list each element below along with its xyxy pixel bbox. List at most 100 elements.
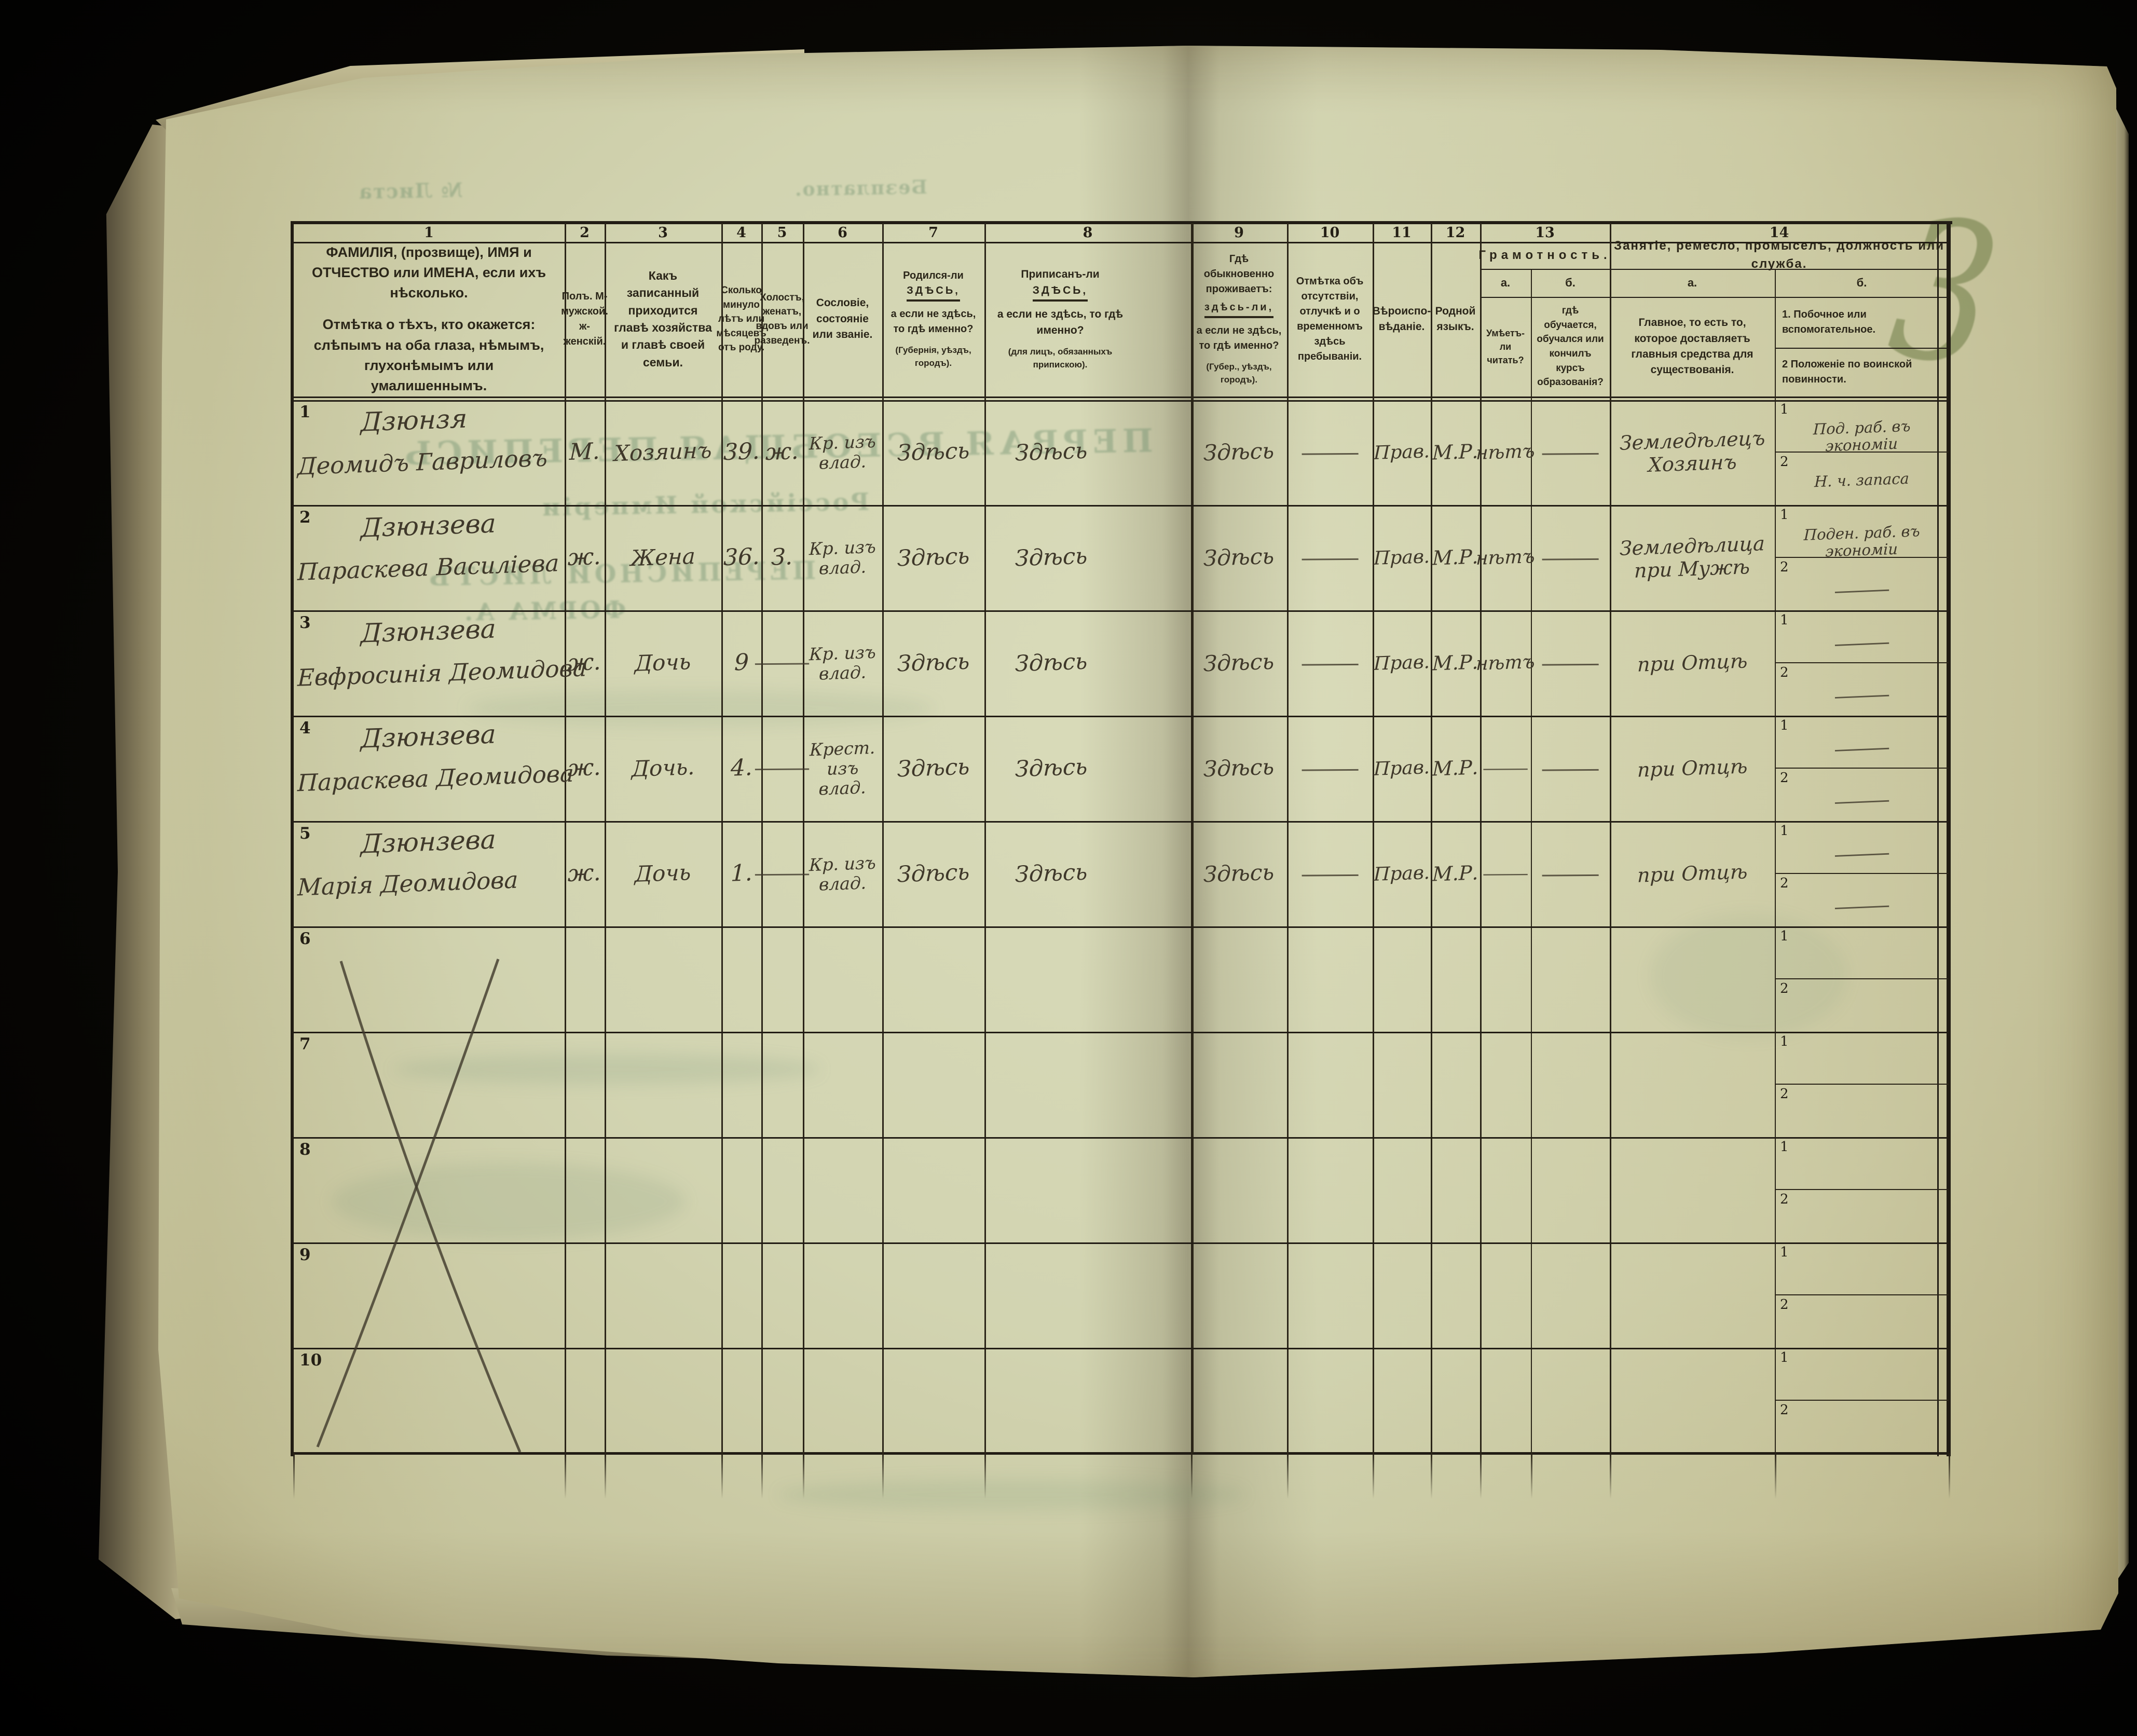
hw-side-occupation: — bbox=[1831, 839, 1892, 868]
row-line bbox=[293, 505, 1949, 507]
hw-entry: 36. bbox=[723, 543, 760, 571]
hw-entry: Здѣсь bbox=[1203, 543, 1275, 571]
cell-side-occupation-2: 2— bbox=[1775, 768, 1949, 821]
rule-under-numbers bbox=[293, 242, 1949, 243]
column-number: 4 bbox=[736, 224, 746, 241]
header-relation: Какъ записанный приходится главѣ хозяйст… bbox=[614, 268, 712, 369]
cell-sex: М. bbox=[565, 400, 605, 505]
cell-read: нѣтъ bbox=[1476, 505, 1535, 610]
header-residence-post: а если не здѣсь, то гдѣ именно? bbox=[1196, 325, 1282, 352]
cell-edu: — bbox=[1531, 505, 1610, 610]
cell-reg: Здѣсь bbox=[984, 505, 1191, 610]
header-occupation-a-label: а. bbox=[1687, 276, 1697, 290]
hw-entry: Здѣсь bbox=[1015, 754, 1088, 783]
hw-entry: ж. bbox=[568, 543, 601, 571]
cell-rel: Жена bbox=[605, 505, 721, 610]
column-line bbox=[1480, 223, 1482, 1453]
hw-entry: Здѣсь bbox=[1015, 859, 1088, 888]
cell-read: — bbox=[1480, 716, 1531, 821]
cell-sex: ж. bbox=[565, 821, 605, 926]
hw-entry: Здѣсь bbox=[1203, 648, 1275, 677]
hw-side-occupation: — bbox=[1831, 733, 1892, 763]
printed-sub-number: 1 bbox=[1780, 1350, 1789, 1365]
column-line-stub bbox=[1191, 1453, 1193, 1499]
hw-entry: — bbox=[1481, 757, 1530, 780]
rule-under-header-a bbox=[293, 397, 1949, 398]
cell-occupation: при Отцѣ bbox=[1610, 610, 1775, 716]
bleedthrough-smudge bbox=[1650, 913, 1847, 1038]
hw-entry: Здѣсь bbox=[1015, 648, 1088, 677]
cell-edu: — bbox=[1531, 610, 1610, 716]
hw-entry: 4. bbox=[730, 754, 752, 782]
cell-lang: М.Р. bbox=[1431, 400, 1480, 505]
header-residence-emph: здѣсь-ли, bbox=[1204, 300, 1274, 319]
hw-entry: Здѣсь bbox=[1203, 754, 1275, 782]
cell-live: Здѣсь bbox=[1191, 716, 1287, 821]
printed-sub-number: 2 bbox=[1780, 1192, 1789, 1207]
printed-sub-number: 2 bbox=[1780, 1297, 1789, 1313]
cell-born: Здѣсь bbox=[882, 505, 984, 610]
column-line-stub bbox=[761, 1453, 763, 1499]
hw-entry: — bbox=[1538, 754, 1602, 783]
cell-mar: З. bbox=[761, 505, 803, 610]
hw-entry: влад. bbox=[818, 556, 867, 579]
hw-entry: изъ влад. bbox=[818, 757, 867, 799]
cell-est: Кр. изъ влад. bbox=[803, 610, 882, 716]
row-number: 8 bbox=[299, 1140, 311, 1159]
hw-entry: — bbox=[1538, 648, 1602, 677]
cell-rel: Дочь bbox=[605, 821, 721, 926]
hw-entry: — bbox=[1538, 438, 1602, 467]
column-line-stub bbox=[882, 1453, 884, 1499]
column-line bbox=[721, 223, 723, 1453]
cell-abs: — bbox=[1287, 400, 1373, 505]
header-registered-pre: Приписанъ-ли bbox=[1021, 268, 1100, 281]
hw-entry: нѣтъ bbox=[1475, 651, 1536, 675]
column-line-stub bbox=[984, 1453, 986, 1499]
cell-side-occupation-2: 2 bbox=[1775, 979, 1949, 1031]
hw-occupation: при Отцѣ bbox=[1637, 754, 1748, 782]
header-sex: Полъ. М-мужской. ж-женскій. bbox=[561, 291, 608, 347]
cell-est bbox=[803, 1348, 882, 1453]
hw-entry: З. bbox=[771, 543, 793, 571]
cell-name: Дзюнзева Евфросинія Деомидова bbox=[293, 610, 587, 716]
cell-faith: Прав. bbox=[1373, 821, 1431, 926]
hw-entry: нѣтъ bbox=[1475, 545, 1536, 569]
hw-entry: Здѣсь bbox=[1015, 543, 1088, 572]
cell-born: Здѣсь bbox=[882, 400, 984, 505]
hw-surname: Дзюнзева bbox=[360, 824, 497, 859]
hw-entry: — bbox=[1298, 754, 1362, 783]
hw-side-occupation-wrap: — bbox=[1775, 627, 1949, 659]
table-row: 7 1 2 bbox=[293, 1032, 1949, 1137]
hw-entry: Прав. bbox=[1373, 545, 1430, 569]
column-number: 3 bbox=[658, 224, 668, 241]
hw-occupation: при Отцѣ bbox=[1637, 859, 1748, 887]
bleedthrough-text: Безплатно. bbox=[793, 176, 928, 201]
header-occupation-side2: 2 Положеніе по воинской повинности. bbox=[1782, 359, 1912, 385]
cell-occupation: при Отцѣ bbox=[1610, 821, 1775, 926]
row-line bbox=[293, 1348, 1949, 1349]
header-literacy-read: Умѣетъ-ли читать? bbox=[1486, 327, 1525, 366]
bleedthrough-smudge bbox=[467, 690, 934, 727]
column-number: 7 bbox=[928, 224, 938, 241]
cell-rel: Дочь bbox=[605, 610, 721, 716]
cell-live: Здѣсь bbox=[1191, 505, 1287, 610]
table-row: 1 Дзюнзя Деомидъ Гавриловъ М. Хозяинъ 39. ж. Кр… bbox=[293, 400, 1949, 505]
hw-surname: Дзюнзя bbox=[360, 403, 468, 438]
hw-entry: Здѣсь bbox=[1203, 859, 1275, 887]
cell-side-occupation-2: 2 bbox=[1775, 1084, 1949, 1137]
column-line bbox=[803, 223, 804, 1453]
hw-entry: ж. bbox=[765, 438, 799, 466]
column-line-stub bbox=[803, 1453, 804, 1499]
hw-side-occupation: — bbox=[1831, 628, 1892, 658]
hw-entry: Крест. bbox=[809, 737, 876, 760]
hw-given-name: Параскева Деомидова bbox=[297, 759, 574, 797]
cell-born: Здѣсь bbox=[882, 716, 984, 821]
column-number: 11 bbox=[1392, 224, 1412, 241]
column-line-stub bbox=[1610, 1453, 1611, 1499]
hw-entry: Прав. bbox=[1373, 651, 1430, 675]
header-name-column: ФАМИЛІЯ, (прозвище), ИМЯ и ОТЧЕСТВО или … bbox=[293, 242, 565, 397]
hw-entry: Здѣсь bbox=[897, 754, 970, 783]
bleedthrough-smudge bbox=[778, 1479, 1245, 1510]
header-residence-pre: Гдѣ обыкновенно проживаетъ: bbox=[1203, 253, 1275, 295]
hw-entry: Здѣсь bbox=[897, 543, 970, 572]
